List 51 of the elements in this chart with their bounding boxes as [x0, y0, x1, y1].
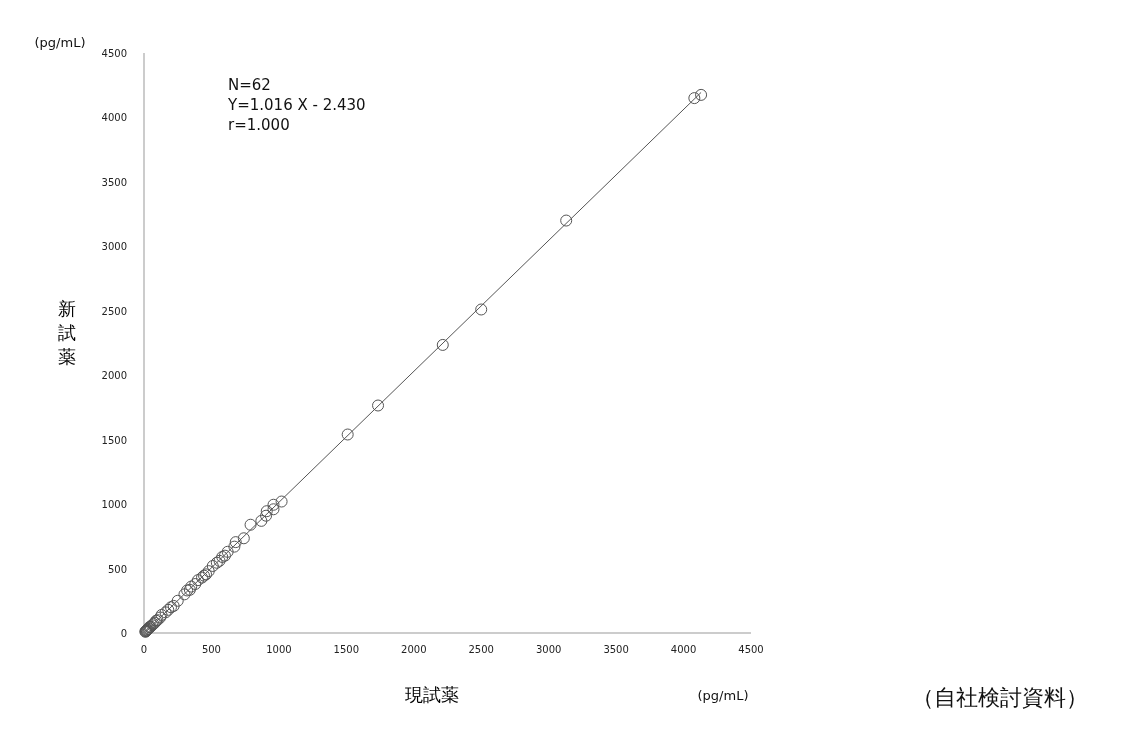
point [228, 540, 241, 553]
y-tick-label: 3500 [101, 176, 127, 188]
y-tick-label: 1000 [101, 499, 127, 511]
point [260, 505, 273, 518]
point [275, 495, 288, 508]
x-tick-label: 3000 [535, 644, 562, 655]
point [475, 303, 488, 316]
point [178, 588, 191, 601]
x-tick-label: 500 [201, 644, 221, 655]
x-tick-label: 1000 [266, 644, 292, 655]
text: (pg/mL) [34, 35, 86, 50]
point [191, 574, 204, 587]
y-tick-label: 1500 [101, 434, 127, 446]
text: (pg/mL) [697, 688, 749, 703]
y-tick-label: 2000 [101, 370, 127, 382]
point [229, 536, 242, 549]
point [171, 594, 184, 607]
point [267, 503, 280, 516]
y-tick-label: 4500 [101, 48, 127, 59]
point [436, 338, 449, 351]
x-tick-label: 0 [140, 644, 148, 655]
x-tick-label: 4500 [738, 644, 764, 655]
point [237, 532, 250, 545]
point [206, 559, 219, 572]
point [244, 518, 257, 531]
point [341, 428, 354, 441]
x-tick-label: 4000 [670, 644, 697, 655]
x-tick-label: 2500 [468, 644, 494, 655]
text: （自社検討資料） [912, 685, 1088, 710]
x-axis-title: 現試薬 [405, 684, 459, 705]
point [260, 509, 273, 522]
x-tick-label: 3500 [603, 644, 629, 655]
point [372, 399, 385, 412]
y-tick-label: 4000 [101, 112, 127, 124]
point [255, 514, 268, 527]
annotation: N=62 [228, 76, 271, 94]
y-tick-label: 3000 [101, 241, 127, 253]
y-tick-label: 2500 [101, 305, 127, 317]
point [189, 578, 202, 591]
x-tick-label: 1500 [333, 644, 360, 655]
annotation: Y=1.016 X - 2.430 [227, 96, 366, 114]
y-axis-title: 新試薬 [58, 298, 76, 367]
point [695, 88, 708, 101]
x-tick-label: 2000 [401, 644, 427, 655]
y-tick-label: 500 [107, 563, 127, 575]
point [560, 214, 573, 227]
point [221, 545, 234, 558]
point [688, 92, 701, 105]
y-tick-label: 0 [120, 628, 127, 639]
point [267, 498, 280, 511]
annotation: r=1.000 [228, 116, 290, 134]
